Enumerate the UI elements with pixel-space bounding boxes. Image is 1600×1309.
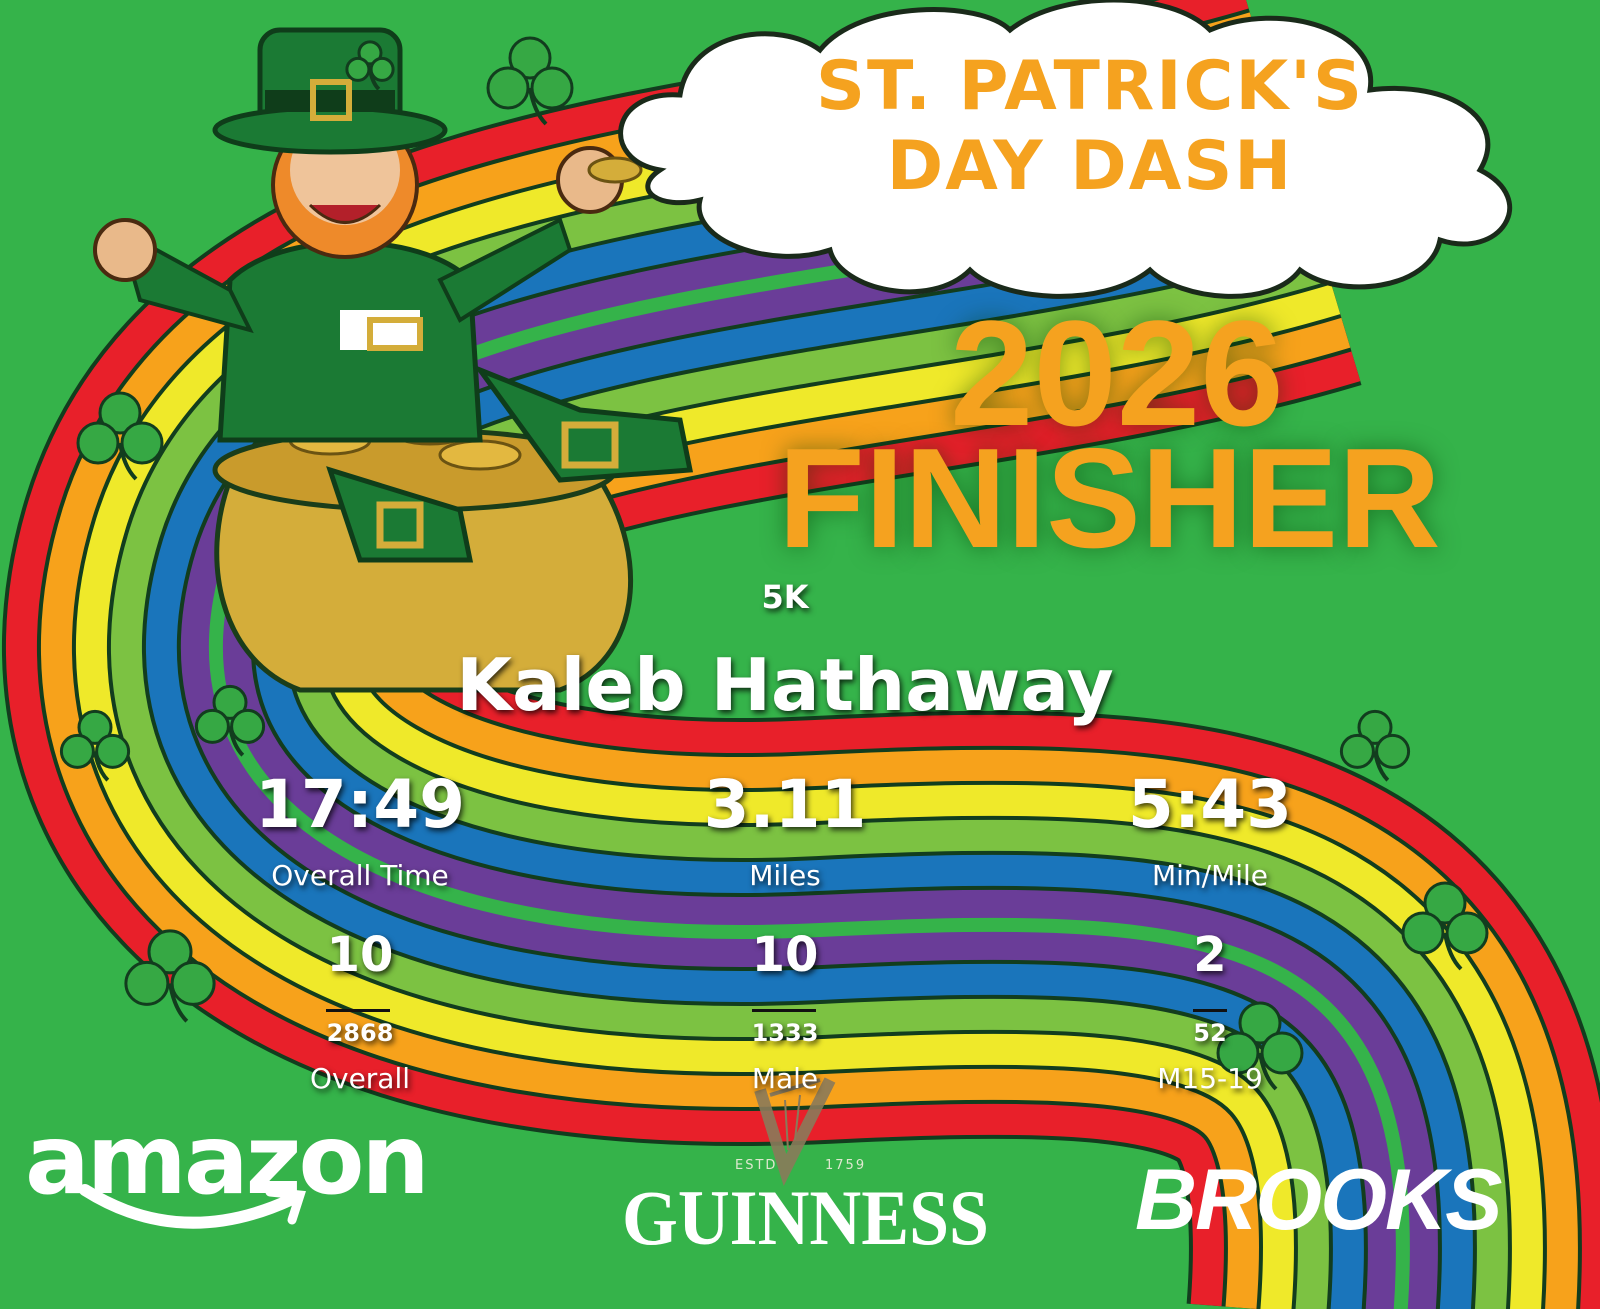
fraction-bar	[752, 1009, 816, 1012]
gender-place: 10	[751, 927, 819, 983]
division-place: 2	[1193, 927, 1227, 983]
division-total: 52	[1193, 1019, 1227, 1047]
race-distance: 5K	[761, 578, 809, 616]
shamrock-icon	[345, 40, 395, 91]
event-title-line1: ST. PATRICK'S	[816, 47, 1364, 126]
amazon-smile-icon	[79, 1184, 296, 1229]
pace-value: 5:43	[1127, 766, 1293, 843]
finisher-label: FINISHER	[778, 419, 1441, 578]
gender-place-label: Male	[751, 1062, 819, 1095]
gender-total: 1333	[751, 1019, 819, 1047]
runner-name: Kaleb Hathaway	[456, 643, 1114, 727]
shamrock-icon	[486, 36, 574, 126]
fraction-bar	[1193, 1009, 1227, 1012]
leprechaun-illustration	[93, 27, 694, 693]
shamrock-icon	[124, 929, 216, 1023]
overall-total: 2868	[326, 1019, 394, 1047]
miles-value: 3.11	[703, 766, 867, 843]
miles-label: Miles	[749, 859, 821, 892]
amazon-logo: amazon	[25, 1104, 430, 1216]
overall-place-label: Overall	[309, 1062, 411, 1095]
shamrock-icon	[1216, 1001, 1304, 1091]
pace-label: Min/Mile	[1151, 859, 1269, 892]
event-title-line2: DAY DASH	[886, 127, 1294, 206]
guinness-harp-icon	[754, 1077, 836, 1186]
shamrock-icon	[59, 709, 131, 782]
shamrock-icon	[1339, 709, 1411, 782]
brooks-logo: BROOKS	[1135, 1152, 1502, 1248]
overall-time-label: Overall Time	[271, 859, 449, 892]
fraction-bar	[326, 1009, 390, 1012]
division-place-label: M15-19	[1157, 1062, 1263, 1095]
overall-place: 10	[326, 927, 394, 983]
shamrock-decorations	[59, 36, 1489, 1091]
shamrock-icon	[76, 391, 164, 481]
event-year: 2026	[950, 289, 1284, 457]
rainbow-center	[208, 173, 1410, 1309]
guinness-logo: GUINNESS	[622, 1174, 989, 1261]
shamrock-icon	[1401, 881, 1489, 971]
guinness-estd: ESTD	[735, 1158, 778, 1173]
shamrock-icon	[194, 684, 266, 757]
cloud-shape	[618, 0, 1513, 299]
guinness-year: 1759	[825, 1158, 867, 1173]
overall-time-value: 17:49	[254, 766, 466, 843]
